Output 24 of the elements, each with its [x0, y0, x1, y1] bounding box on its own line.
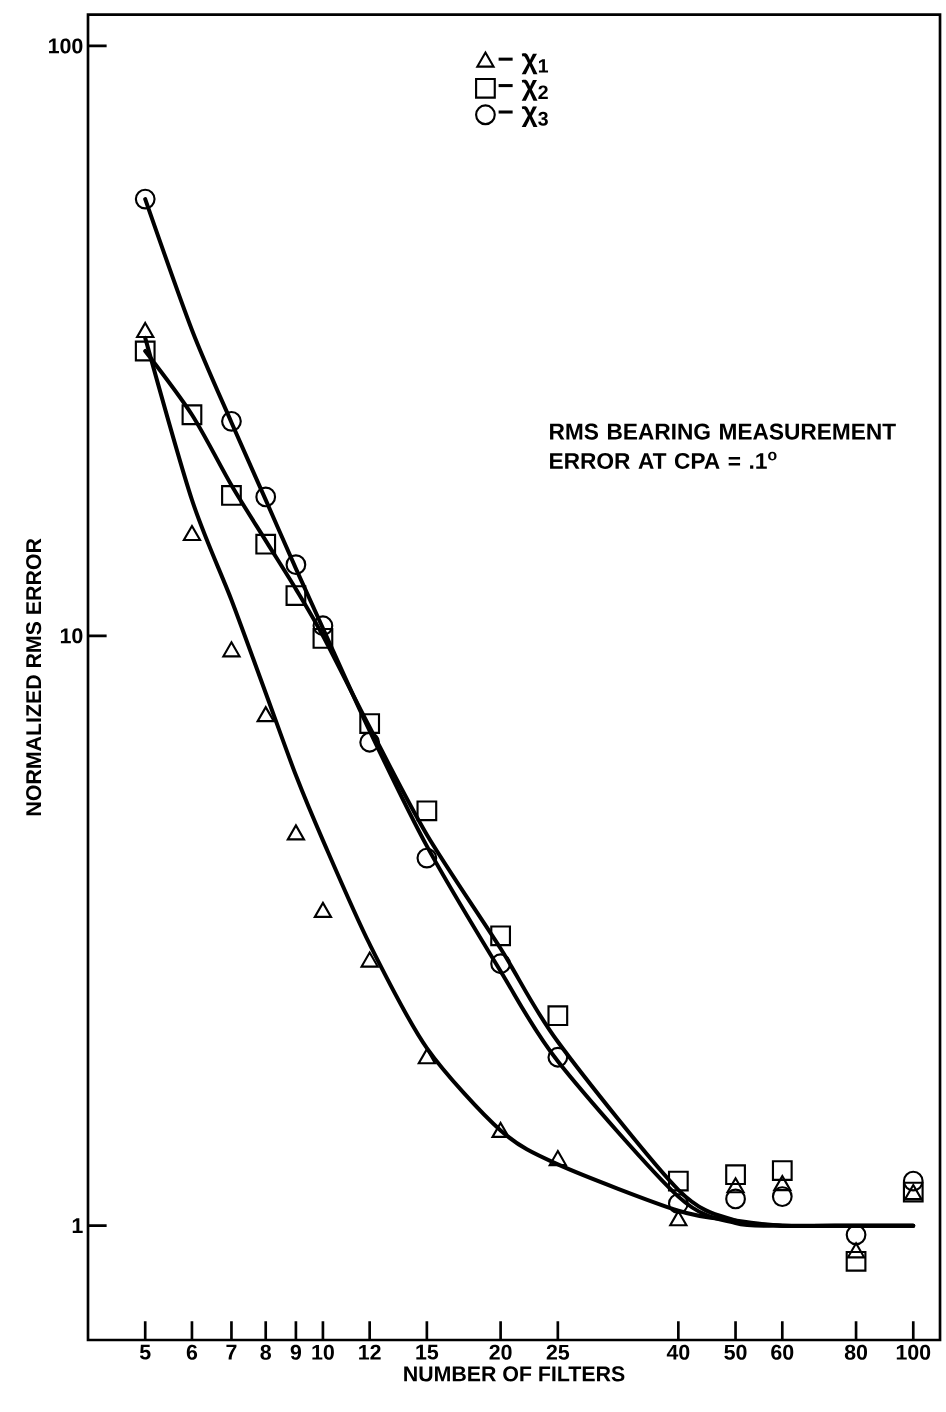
y-tick-label: 1 — [72, 1218, 83, 1233]
legend-label: − χ$_{3}$ — [498, 106, 548, 128]
x-tick-label: 7 — [226, 1344, 237, 1360]
x-tick-label: 12 — [359, 1344, 381, 1360]
legend-label: − χ$_{2}$ — [498, 79, 548, 101]
y-tick-label: 100 — [49, 38, 83, 54]
x-tick-label: 8 — [260, 1344, 271, 1360]
x-tick-label: 50 — [724, 1344, 747, 1360]
x-tick-label: 15 — [416, 1344, 439, 1360]
x-tick-label: 9 — [290, 1344, 302, 1360]
y-tick-label: 10 — [60, 628, 83, 644]
x-tick-label: 20 — [489, 1344, 512, 1360]
x-tick-label: 6 — [186, 1344, 198, 1360]
legend-label: − χ$_{1}$ — [498, 53, 549, 75]
annotation: RMS BEARING MEASUREMENT ERROR AT CPA = .1$^{o}$ — [550, 423, 896, 469]
x-tick-label: 100 — [896, 1344, 931, 1360]
x-tick-label: 5 — [139, 1344, 151, 1360]
x-tick-label: 10 — [312, 1344, 334, 1360]
y-axis-title: NORMALIZED RMS ERROR — [26, 538, 42, 816]
x-tick-label: 80 — [844, 1344, 868, 1360]
x-tick-label: 40 — [666, 1344, 690, 1360]
x-tick-label: 60 — [771, 1344, 794, 1360]
x-tick-label: 25 — [546, 1344, 570, 1360]
x-axis-title: NUMBER OF FILTERS — [404, 1366, 625, 1382]
